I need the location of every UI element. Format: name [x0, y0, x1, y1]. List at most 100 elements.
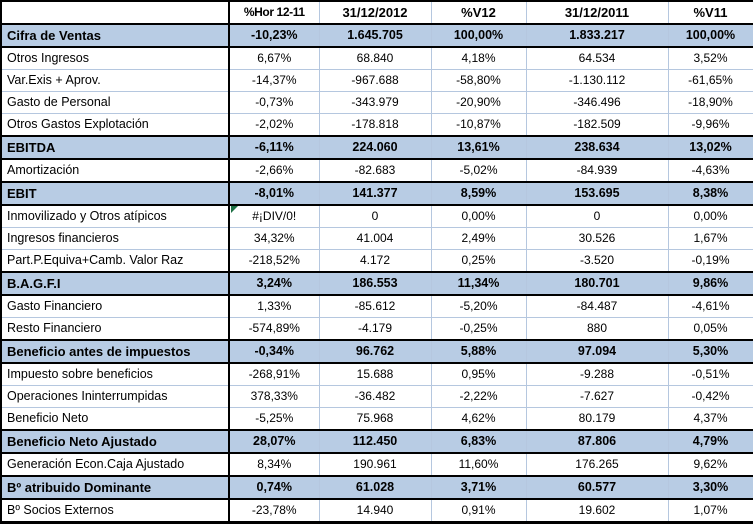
cell-p12[interactable]: 8,59%: [431, 181, 527, 206]
cell-p11[interactable]: 0,00%: [668, 205, 753, 228]
cell-p11[interactable]: 1,67%: [668, 227, 753, 250]
row-label-cell[interactable]: Bº Socios Externos: [1, 499, 230, 523]
cell-p12[interactable]: 11,34%: [431, 271, 527, 296]
row-label-cell[interactable]: Otros Ingresos: [1, 47, 230, 70]
row-label-cell[interactable]: Gasto de Personal: [1, 91, 230, 114]
cell-hor[interactable]: -574,89%: [229, 317, 320, 341]
cell-v2012[interactable]: 96.762: [319, 339, 432, 364]
cell-v2011[interactable]: -182.509: [526, 113, 669, 137]
cell-p11[interactable]: 9,62%: [668, 453, 753, 477]
cell-v2011[interactable]: -3.520: [526, 249, 669, 273]
cell-v2012[interactable]: -343.979: [319, 91, 432, 114]
cell-v2012[interactable]: 75.968: [319, 407, 432, 431]
column-header-hor[interactable]: %Hor 12-11: [229, 1, 320, 25]
cell-v2011[interactable]: 97.094: [526, 339, 669, 364]
cell-hor[interactable]: -6,11%: [229, 135, 320, 160]
cell-p12[interactable]: 0,91%: [431, 499, 527, 523]
cell-p11[interactable]: -18,90%: [668, 91, 753, 114]
cell-p11[interactable]: 5,30%: [668, 339, 753, 364]
cell-p12[interactable]: -58,80%: [431, 69, 527, 92]
cell-v2011[interactable]: 238.634: [526, 135, 669, 160]
row-label-cell[interactable]: Resto Financiero: [1, 317, 230, 341]
row-label-cell[interactable]: Cifra de Ventas: [1, 23, 230, 48]
cell-p12[interactable]: 0,25%: [431, 249, 527, 273]
cell-v2011[interactable]: 87.806: [526, 429, 669, 454]
cell-hor[interactable]: -2,66%: [229, 159, 320, 183]
row-label-cell[interactable]: Impuesto sobre beneficios: [1, 363, 230, 386]
row-label-cell[interactable]: Otros Gastos Explotación: [1, 113, 230, 137]
cell-hor[interactable]: -5,25%: [229, 407, 320, 431]
column-header-v2012[interactable]: 31/12/2012: [319, 1, 432, 25]
cell-p12[interactable]: 5,88%: [431, 339, 527, 364]
cell-p11[interactable]: 4,79%: [668, 429, 753, 454]
cell-v2011[interactable]: 180.701: [526, 271, 669, 296]
cell-hor[interactable]: 8,34%: [229, 453, 320, 477]
cell-hor[interactable]: -268,91%: [229, 363, 320, 386]
cell-p12[interactable]: -20,90%: [431, 91, 527, 114]
cell-p11[interactable]: 3,52%: [668, 47, 753, 70]
cell-p12[interactable]: 6,83%: [431, 429, 527, 454]
cell-v2011[interactable]: -346.496: [526, 91, 669, 114]
cell-p11[interactable]: -0,19%: [668, 249, 753, 273]
cell-v2012[interactable]: 4.172: [319, 249, 432, 273]
column-header-p11[interactable]: %V11: [668, 1, 753, 25]
cell-hor[interactable]: -14,37%: [229, 69, 320, 92]
cell-p11[interactable]: 8,38%: [668, 181, 753, 206]
cell-v2012[interactable]: -4.179: [319, 317, 432, 341]
column-header-p12[interactable]: %V12: [431, 1, 527, 25]
cell-v2012[interactable]: -178.818: [319, 113, 432, 137]
cell-v2011[interactable]: 64.534: [526, 47, 669, 70]
cell-hor[interactable]: -218,52%: [229, 249, 320, 273]
cell-hor[interactable]: 3,24%: [229, 271, 320, 296]
cell-v2012[interactable]: -967.688: [319, 69, 432, 92]
cell-v2012[interactable]: 68.840: [319, 47, 432, 70]
cell-p11[interactable]: 0,05%: [668, 317, 753, 341]
row-label-cell[interactable]: Beneficio Neto: [1, 407, 230, 431]
row-label-cell[interactable]: Beneficio antes de impuestos: [1, 339, 230, 364]
cell-p12[interactable]: 100,00%: [431, 23, 527, 48]
row-label-cell[interactable]: Gasto Financiero: [1, 295, 230, 318]
cell-v2011[interactable]: -84.487: [526, 295, 669, 318]
cell-p11[interactable]: -0,42%: [668, 385, 753, 408]
cell-v2012[interactable]: 14.940: [319, 499, 432, 523]
column-header-label[interactable]: [1, 1, 230, 25]
cell-v2011[interactable]: 176.265: [526, 453, 669, 477]
cell-hor[interactable]: 378,33%: [229, 385, 320, 408]
cell-p11[interactable]: -61,65%: [668, 69, 753, 92]
cell-hor[interactable]: 28,07%: [229, 429, 320, 454]
cell-hor[interactable]: -23,78%: [229, 499, 320, 523]
cell-p12[interactable]: -5,20%: [431, 295, 527, 318]
cell-p11[interactable]: -9,96%: [668, 113, 753, 137]
cell-v2011[interactable]: 0: [526, 205, 669, 228]
row-label-cell[interactable]: Generación Econ.Caja Ajustado: [1, 453, 230, 477]
cell-hor[interactable]: -10,23%: [229, 23, 320, 48]
cell-v2011[interactable]: 153.695: [526, 181, 669, 206]
cell-p12[interactable]: -5,02%: [431, 159, 527, 183]
cell-p11[interactable]: 100,00%: [668, 23, 753, 48]
cell-v2011[interactable]: -9.288: [526, 363, 669, 386]
cell-v2012[interactable]: -82.683: [319, 159, 432, 183]
cell-p11[interactable]: -0,51%: [668, 363, 753, 386]
cell-p11[interactable]: 9,86%: [668, 271, 753, 296]
row-label-cell[interactable]: Beneficio Neto Ajustado: [1, 429, 230, 454]
cell-v2011[interactable]: -7.627: [526, 385, 669, 408]
cell-v2012[interactable]: 1.645.705: [319, 23, 432, 48]
cell-hor[interactable]: 1,33%: [229, 295, 320, 318]
cell-v2011[interactable]: 1.833.217: [526, 23, 669, 48]
cell-hor[interactable]: 34,32%: [229, 227, 320, 250]
cell-v2011[interactable]: 880: [526, 317, 669, 341]
cell-p12[interactable]: 2,49%: [431, 227, 527, 250]
row-label-cell[interactable]: Inmovilizado y Otros atípicos: [1, 205, 230, 228]
cell-v2012[interactable]: 0: [319, 205, 432, 228]
row-label-cell[interactable]: Bº atribuido Dominante: [1, 475, 230, 500]
cell-p12[interactable]: 3,71%: [431, 475, 527, 500]
cell-p12[interactable]: 13,61%: [431, 135, 527, 160]
cell-hor[interactable]: -0,34%: [229, 339, 320, 364]
cell-p11[interactable]: 4,37%: [668, 407, 753, 431]
row-label-cell[interactable]: B.A.G.F.I: [1, 271, 230, 296]
cell-p12[interactable]: -10,87%: [431, 113, 527, 137]
cell-p11[interactable]: -4,61%: [668, 295, 753, 318]
cell-v2012[interactable]: -36.482: [319, 385, 432, 408]
cell-v2011[interactable]: 30.526: [526, 227, 669, 250]
row-label-cell[interactable]: Part.P.Equiva+Camb. Valor Raz: [1, 249, 230, 273]
